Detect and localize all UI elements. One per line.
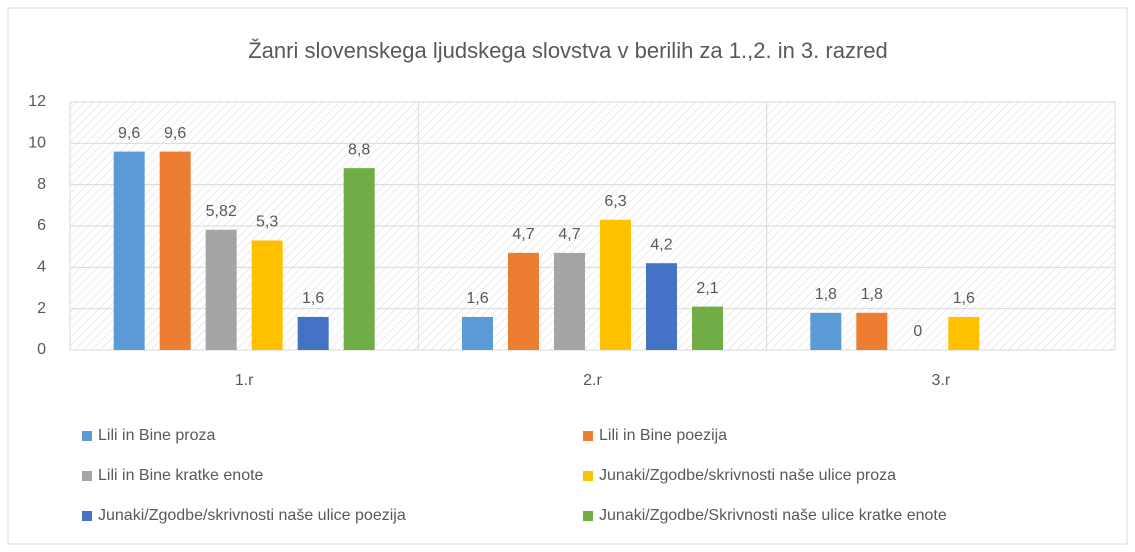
value-label: 5,82 — [206, 203, 237, 220]
legend-label: Lili in Bine poezija — [599, 427, 727, 444]
value-label: 1,6 — [953, 290, 975, 307]
value-label: 5,3 — [256, 214, 278, 231]
bar — [948, 316, 980, 350]
bar — [205, 229, 237, 350]
value-label: 0 — [913, 323, 922, 340]
legend-label: Junaki/Zgodbe/skrivnosti naše ulice proz… — [599, 467, 896, 484]
bar — [600, 219, 631, 350]
value-label: 4,7 — [558, 226, 580, 243]
y-tick-label: 6 — [37, 217, 46, 234]
bar — [159, 151, 191, 350]
value-label: 4,7 — [512, 226, 534, 243]
bar — [297, 316, 329, 350]
legend-label: Lili in Bine proza — [98, 427, 216, 444]
value-label: 6,3 — [604, 193, 626, 210]
bar — [251, 240, 283, 350]
value-label: 1,8 — [861, 286, 883, 303]
bar — [692, 306, 723, 350]
bar — [856, 312, 888, 350]
value-label: 9,6 — [164, 125, 186, 142]
value-label: 2,1 — [696, 280, 718, 297]
legend-swatch — [583, 431, 593, 441]
x-tick-label: 3.r — [931, 372, 950, 389]
legend-swatch — [82, 511, 92, 521]
y-tick-label: 2 — [37, 300, 46, 317]
bar — [508, 252, 539, 350]
bar — [462, 316, 493, 350]
bar — [646, 263, 677, 350]
y-tick-label: 8 — [37, 176, 46, 193]
legend-label: Lili in Bine kratke enote — [98, 467, 264, 484]
value-label: 1,8 — [815, 286, 837, 303]
bar — [810, 312, 842, 350]
legend-swatch — [583, 511, 593, 521]
y-tick-label: 4 — [37, 259, 46, 276]
y-tick-label: 12 — [28, 93, 46, 110]
value-label: 8,8 — [348, 141, 370, 158]
value-label: 9,6 — [118, 125, 140, 142]
value-label: 4,2 — [650, 236, 672, 253]
legend-swatch — [82, 471, 92, 481]
y-tick-label: 10 — [28, 135, 46, 152]
legend-swatch — [583, 471, 593, 481]
value-label: 1,6 — [466, 290, 488, 307]
value-label: 1,6 — [302, 290, 324, 307]
x-tick-label: 1.r — [235, 372, 254, 389]
legend-label: Junaki/Zgodbe/Skrivnosti naše ulice krat… — [599, 507, 947, 524]
x-tick-label: 2.r — [583, 372, 602, 389]
legend-label: Junaki/Zgodbe/skrivnosti naše ulice poez… — [98, 507, 406, 524]
bar — [113, 151, 145, 350]
legend-swatch — [82, 431, 92, 441]
y-tick-label: 0 — [37, 341, 46, 358]
bar — [554, 252, 585, 350]
chart-title: Žanri slovenskega ljudskega slovstva v b… — [248, 38, 888, 63]
bar — [343, 168, 375, 350]
